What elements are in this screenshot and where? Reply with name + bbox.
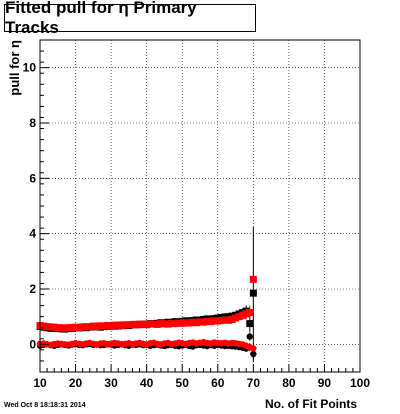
y-tick-label: 6	[29, 171, 36, 185]
data-point	[164, 320, 172, 328]
data-point	[189, 318, 197, 326]
data-point	[136, 320, 144, 328]
series-3	[36, 338, 257, 352]
chart-title: Fitted pull for η Primary Tracks	[4, 0, 256, 37]
data-point	[221, 316, 229, 324]
series-0	[36, 226, 257, 360]
data-point	[153, 320, 161, 328]
data-point	[68, 323, 76, 331]
y-axis-label: pull for η	[7, 40, 22, 96]
y-tick-label: 2	[29, 282, 36, 296]
x-tick-label: 100	[350, 376, 370, 390]
data-point	[111, 321, 119, 329]
data-point	[96, 322, 104, 330]
data-point	[228, 315, 236, 323]
data-point	[246, 333, 253, 340]
data-point	[242, 310, 250, 318]
data-point	[40, 322, 48, 330]
x-tick-label: 40	[140, 376, 154, 390]
data-point	[121, 321, 129, 329]
data-markers	[36, 226, 257, 363]
data-point	[232, 314, 240, 322]
data-point	[139, 320, 147, 328]
data-point	[157, 320, 165, 328]
data-point	[178, 319, 186, 327]
y-tick-label: 0	[29, 337, 36, 351]
data-point	[57, 324, 65, 332]
data-point	[125, 321, 133, 329]
data-point	[86, 323, 94, 331]
data-point	[72, 323, 80, 331]
data-point	[89, 322, 97, 330]
data-point	[224, 316, 232, 324]
data-point	[200, 318, 208, 326]
y-tick-label: 8	[29, 116, 36, 130]
x-tick-label: 20	[69, 376, 83, 390]
x-tick-label: 50	[176, 376, 190, 390]
data-point	[93, 323, 101, 331]
data-point	[210, 317, 218, 325]
data-point	[54, 324, 62, 332]
timestamp: Wed Oct 8 18:18:31 2014	[4, 402, 86, 409]
x-tick-label: 80	[282, 376, 296, 390]
x-tick-label: 10	[33, 376, 47, 390]
data-point	[79, 323, 87, 331]
data-point	[249, 289, 257, 297]
data-point	[100, 322, 108, 330]
y-tick-label: 10	[23, 61, 37, 75]
x-tick-label: 30	[104, 376, 118, 390]
data-point	[146, 320, 154, 328]
data-point	[50, 323, 58, 331]
data-point	[214, 317, 222, 325]
data-point	[246, 309, 254, 317]
data-point	[217, 317, 225, 325]
data-point	[196, 318, 204, 326]
data-point	[132, 321, 140, 329]
data-point	[104, 322, 112, 330]
data-point	[182, 319, 190, 327]
data-point	[168, 319, 176, 327]
y-tick-label: 4	[29, 227, 36, 241]
data-point	[118, 322, 126, 330]
data-point	[249, 275, 257, 283]
x-tick-label: 60	[211, 376, 225, 390]
data-point	[47, 323, 55, 331]
data-point	[203, 317, 211, 325]
data-point	[175, 319, 183, 327]
data-point	[128, 320, 136, 328]
data-point	[43, 323, 51, 331]
data-point	[75, 324, 83, 332]
data-point	[185, 319, 193, 327]
data-point	[246, 320, 254, 328]
data-point	[207, 318, 215, 326]
data-point	[82, 323, 90, 331]
data-point	[224, 313, 232, 321]
data-point	[143, 321, 151, 329]
data-point	[235, 313, 243, 321]
data-point	[64, 324, 72, 332]
data-point	[250, 350, 257, 358]
axis-ticks: 10 20 30 40 50 60 70 80 90 100 0 2 4 6 8 10	[23, 39, 370, 390]
series-2	[36, 275, 257, 332]
data-point	[171, 320, 179, 328]
data-point	[114, 321, 122, 329]
x-tick-label: 90	[318, 376, 332, 390]
data-point	[61, 324, 69, 332]
data-point	[239, 311, 247, 319]
data-point	[250, 345, 257, 352]
data-point	[107, 322, 115, 330]
x-axis-label: No. of Fit Points	[265, 397, 357, 411]
data-point	[150, 320, 158, 328]
data-point	[160, 320, 168, 328]
data-point	[192, 319, 200, 327]
x-tick-label: 70	[247, 376, 261, 390]
